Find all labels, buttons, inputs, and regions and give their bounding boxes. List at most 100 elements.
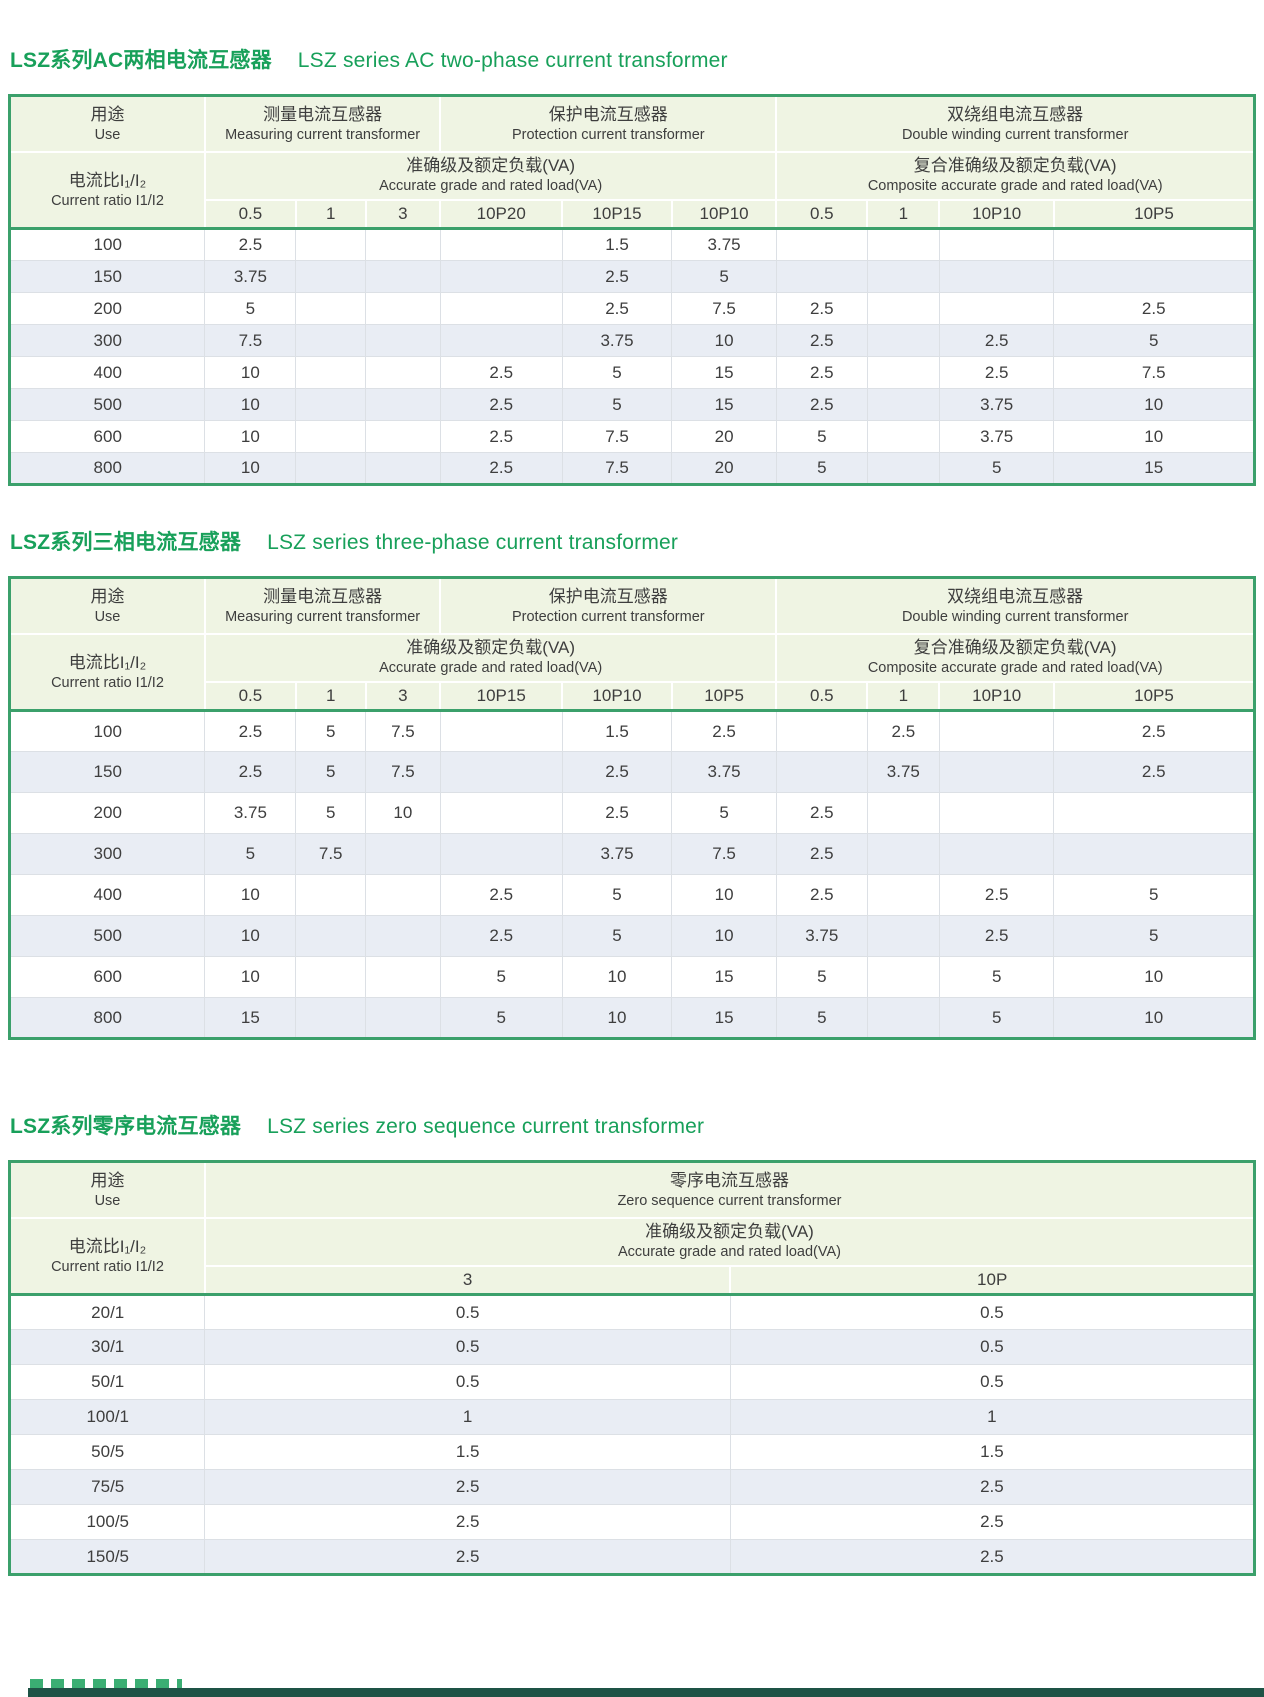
value-cell: 2.5: [775, 324, 868, 357]
table-row: 150/5 2.5 2.5: [8, 1539, 1256, 1575]
use-header: 用途 Use: [8, 576, 206, 635]
group-header: 双绕组电流互感器 Double winding current transform…: [775, 94, 1256, 153]
value-cell: [866, 997, 940, 1039]
grade-header: 1: [866, 680, 941, 712]
table-row: 100 2.5 5 7.5 1.5 2.5 2.5 2.5: [8, 710, 1255, 752]
value-cell: 2.5: [204, 1504, 731, 1540]
value-cell: 5: [671, 792, 777, 834]
use-header: 用途 Use: [8, 94, 206, 153]
value-cell: 7.5: [365, 751, 441, 793]
value-cell: [365, 228, 441, 261]
value-cell: 2.5: [561, 292, 673, 325]
value-cell: 2.5: [729, 1504, 1256, 1540]
value-cell: [439, 292, 563, 325]
value-cell: 0.5: [204, 1294, 731, 1330]
value-cell: 20: [671, 452, 777, 485]
value-cell: [938, 228, 1055, 261]
value-cell: [365, 324, 441, 357]
value-cell: 10: [204, 956, 297, 998]
value-cell: 1.5: [561, 710, 673, 752]
ratio-cell: 500: [8, 915, 206, 957]
value-cell: 10: [1053, 388, 1255, 421]
section-title-zh: LSZ系列零序电流互感器: [10, 1115, 242, 1138]
current-ratio-header: 电流比I₁/I₂ Current ratio I1/I2: [8, 150, 206, 230]
value-cell: 7.5: [671, 292, 777, 325]
value-cell: [365, 833, 441, 875]
value-cell: [866, 915, 940, 957]
value-cell: [365, 452, 441, 485]
section-title-three-phase: LSZ系列三相电流互感器 LSZ series three-phase curr…: [10, 530, 1264, 556]
value-cell: 2.5: [938, 324, 1055, 357]
value-cell: [775, 228, 868, 261]
section-title-two-phase: LSZ系列AC两相电流互感器 LSZ series AC two-phase c…: [10, 48, 1264, 74]
ratio-cell: 100/1: [8, 1399, 206, 1435]
value-cell: 10: [1053, 997, 1255, 1039]
value-cell: 2.5: [439, 915, 563, 957]
section-two-phase: LSZ系列AC两相电流互感器 LSZ series AC two-phase c…: [0, 0, 1264, 486]
value-cell: 5: [204, 292, 297, 325]
group-header: 测量电流互感器 Measuring current transformer: [203, 576, 442, 635]
value-cell: 2.5: [729, 1469, 1256, 1505]
value-cell: [365, 915, 441, 957]
grade-header: 10P5: [1052, 198, 1256, 230]
grade-header: 10P15: [439, 680, 564, 712]
value-cell: 10: [561, 997, 673, 1039]
value-cell: 2.5: [938, 915, 1055, 957]
value-cell: 3.75: [671, 751, 777, 793]
value-cell: 7.5: [671, 833, 777, 875]
value-cell: 5: [671, 260, 777, 293]
value-cell: 3.75: [775, 915, 868, 957]
grade-header: 1: [866, 198, 941, 230]
value-cell: [439, 751, 563, 793]
ratio-cell: 400: [8, 874, 206, 916]
value-cell: 2.5: [204, 228, 297, 261]
ratio-cell: 100: [8, 710, 206, 752]
value-cell: 5: [561, 874, 673, 916]
value-cell: 5: [938, 997, 1055, 1039]
value-cell: 5: [295, 751, 367, 793]
value-cell: [439, 710, 563, 752]
grade-header: 3: [203, 1264, 732, 1296]
value-cell: 2.5: [775, 388, 868, 421]
value-cell: 10: [671, 324, 777, 357]
value-cell: 0.5: [729, 1329, 1256, 1365]
value-cell: 2.5: [1053, 710, 1255, 752]
ratio-cell: 75/5: [8, 1469, 206, 1505]
value-cell: 10: [561, 956, 673, 998]
value-cell: 2.5: [561, 260, 673, 293]
value-cell: [938, 833, 1055, 875]
value-cell: 5: [775, 956, 868, 998]
value-cell: [365, 420, 441, 453]
value-cell: [295, 228, 367, 261]
value-cell: [938, 792, 1055, 834]
group-header: 零序电流互感器 Zero sequence current transformer: [203, 1160, 1256, 1219]
grade-header: 10P10: [670, 198, 778, 230]
value-cell: 10: [1053, 956, 1255, 998]
grade-header: 10P10: [938, 198, 1055, 230]
ratio-cell: 150: [8, 751, 206, 793]
value-cell: [1053, 260, 1255, 293]
value-cell: 0.5: [204, 1329, 731, 1365]
value-cell: 5: [775, 452, 868, 485]
value-cell: 10: [204, 452, 297, 485]
value-cell: 7.5: [561, 452, 673, 485]
value-cell: [866, 228, 940, 261]
value-cell: 2.5: [775, 874, 868, 916]
value-cell: [365, 874, 441, 916]
value-cell: 5: [561, 356, 673, 389]
value-cell: 2.5: [561, 751, 673, 793]
value-cell: 2.5: [439, 388, 563, 421]
value-cell: [866, 420, 940, 453]
value-cell: [866, 956, 940, 998]
section-title-zh: LSZ系列AC两相电流互感器: [10, 49, 272, 72]
group-header: 保护电流互感器 Protection current transformer: [439, 94, 778, 153]
table-row: 200 3.75 5 10 2.5 5 2.5: [8, 792, 1255, 834]
group-header: 测量电流互感器 Measuring current transformer: [203, 94, 442, 153]
value-cell: 3.75: [204, 260, 297, 293]
table-row: 400 10 2.5 5 15 2.5 2.5 7.5: [8, 356, 1255, 389]
table-row: 300 7.5 3.75 10 2.5 2.5 5: [8, 324, 1255, 357]
value-cell: [295, 356, 367, 389]
next-page-cutoff-dark-bar: [28, 1688, 1264, 1697]
group-header: 双绕组电流互感器 Double winding current transform…: [775, 576, 1256, 635]
value-cell: 2.5: [938, 356, 1055, 389]
